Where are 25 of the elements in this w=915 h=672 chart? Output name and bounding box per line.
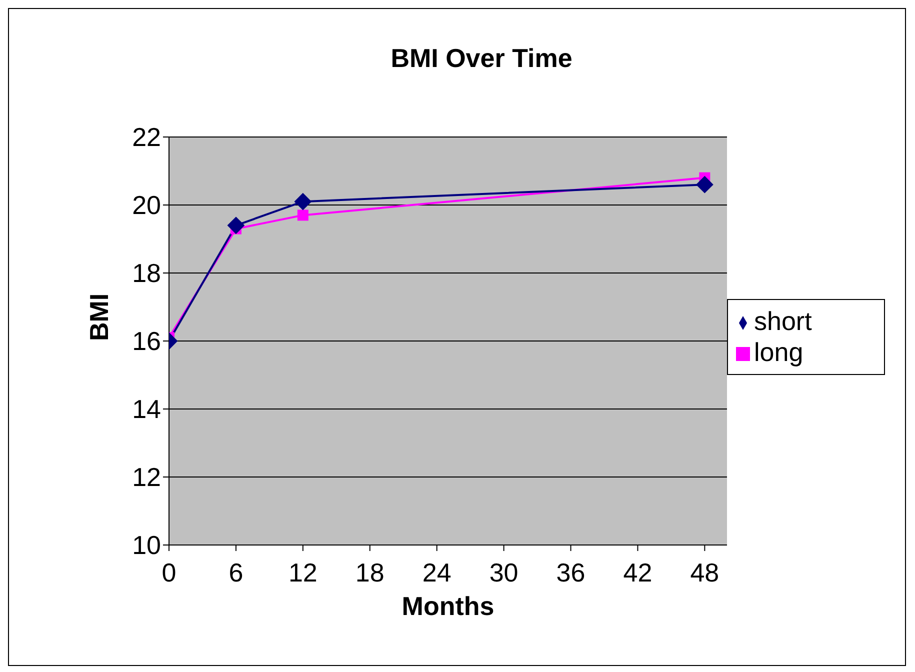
- y-tick-label: 14: [132, 394, 161, 424]
- y-tick-label: 12: [132, 462, 161, 492]
- x-tick-label: 18: [355, 557, 384, 588]
- point: [294, 193, 312, 210]
- x-tick-label: 6: [228, 557, 244, 588]
- x-tick-label: 36: [556, 557, 586, 588]
- legend-label: short: [754, 306, 812, 336]
- x-tick-label: 48: [690, 557, 720, 588]
- point: [297, 210, 308, 221]
- legend-label: long: [754, 337, 804, 367]
- point: [227, 216, 244, 234]
- y-tick-label: 18: [132, 258, 161, 288]
- x-tick-label: 12: [288, 557, 318, 588]
- x-tick-label: 0: [162, 557, 176, 588]
- x-tick-label: 42: [623, 557, 652, 588]
- y-tick-label: 16: [132, 326, 161, 356]
- y-tick-label: 10: [132, 530, 161, 560]
- chart-title: BMI Over Time: [390, 43, 574, 74]
- y-tick-label: 22: [132, 122, 161, 152]
- y-axis-title: BMI: [84, 293, 114, 341]
- point: [696, 176, 714, 194]
- x-axis-title: Months: [402, 591, 494, 621]
- x-tick-label: 30: [489, 557, 518, 588]
- y-tick-label: 20: [132, 190, 161, 220]
- x-tick-label: 24: [422, 557, 452, 588]
